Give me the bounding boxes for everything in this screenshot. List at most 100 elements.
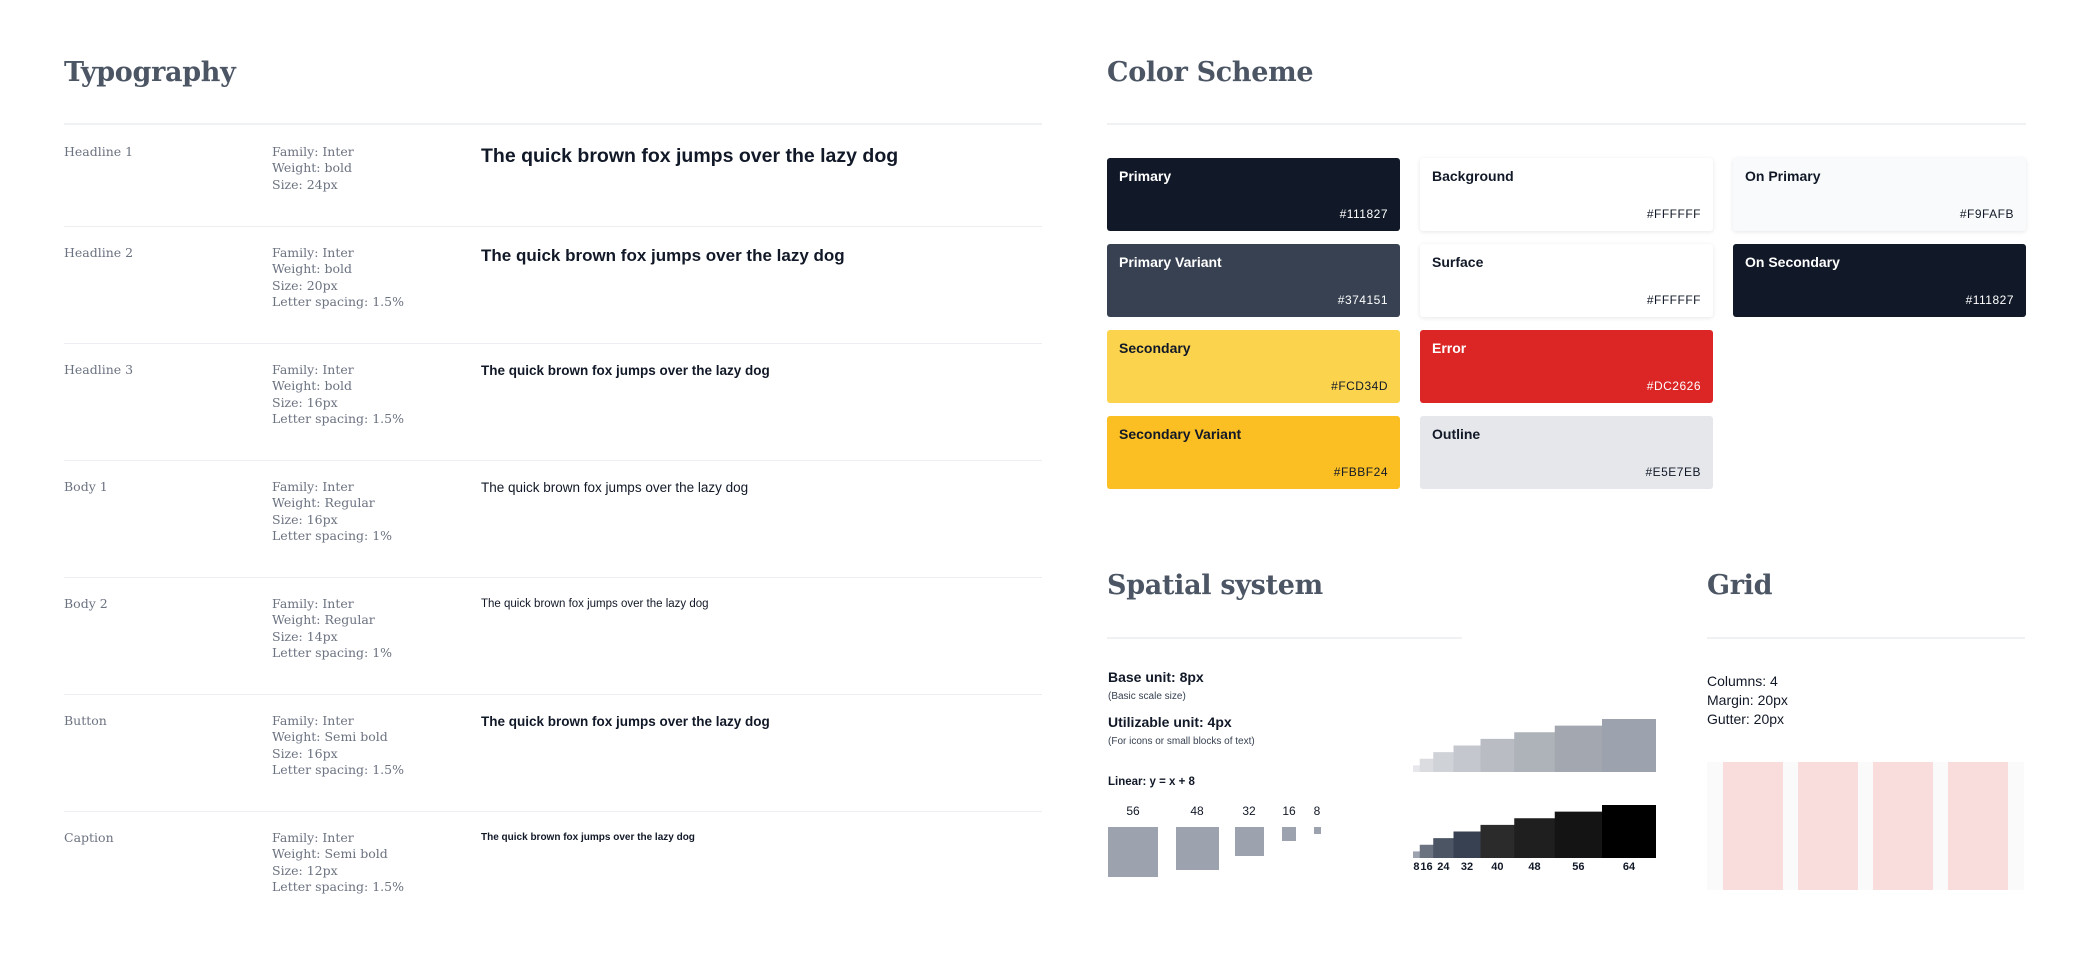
type-sample: The quick brown fox jumps over the lazy …	[481, 832, 695, 843]
spacing-square-16	[1282, 827, 1296, 841]
utilizable-unit-note: (For icons or small blocks of text)	[1108, 736, 1255, 747]
staircase-dark-step-32	[1453, 831, 1481, 858]
type-spec-line: Letter spacing: 1%	[272, 644, 393, 660]
color-swatch-primary: Primary #111827	[1107, 158, 1400, 231]
staircase-light-step-16	[1419, 758, 1434, 772]
type-spec-line: Size: 16px	[272, 394, 338, 410]
utilizable-unit-label: Utilizable unit: 4px	[1108, 714, 1232, 730]
swatch-name: Error	[1432, 340, 1467, 356]
grid-gutter: Gutter: 20px	[1707, 711, 1785, 727]
type-spec-line: Letter spacing: 1.5%	[272, 293, 404, 309]
type-style-name: Headline 2	[64, 245, 134, 260]
color-swatch-secondary: Secondary #FCD34D	[1107, 330, 1400, 403]
grid-columns: Columns: 4	[1707, 673, 1778, 689]
swatch-hex: #FFFFFF	[1646, 293, 1701, 307]
type-style-name: Headline 3	[64, 362, 134, 377]
swatch-name: On Secondary	[1745, 254, 1840, 270]
grid-column	[1798, 762, 1858, 890]
type-row-divider	[64, 226, 1042, 227]
spacing-staircase-light	[1413, 719, 1656, 772]
type-spec-line: Family: Inter	[272, 596, 354, 611]
type-spec-line: Family: Inter	[272, 245, 354, 260]
staircase-dark-step-8	[1413, 851, 1421, 858]
type-spec-line: Weight: Semi bold	[272, 846, 388, 862]
staircase-light-step-48	[1514, 732, 1556, 772]
type-sample: The quick brown fox jumps over the lazy …	[481, 363, 770, 378]
swatch-name: Primary	[1119, 168, 1172, 184]
type-spec-line: Size: 20px	[272, 277, 338, 293]
grid-column	[1948, 762, 2008, 890]
type-spec-line: Weight: Regular	[272, 495, 375, 511]
staircase-light-step-32	[1453, 745, 1481, 772]
type-spec-line: Weight: Regular	[272, 612, 375, 628]
staircase-label: 40	[1491, 861, 1504, 873]
grid-title: Grid	[1707, 570, 1773, 601]
spatial-title: Spatial system	[1107, 570, 1323, 601]
spacing-square-label: 8	[1313, 804, 1321, 818]
type-row-divider	[64, 811, 1042, 812]
type-spec-line: Size: 16px	[272, 511, 338, 527]
staircase-light-step-56	[1554, 725, 1603, 772]
staircase-dark-step-16	[1419, 844, 1434, 858]
type-style-name: Headline 1	[64, 144, 134, 159]
swatch-hex: #F9FAFB	[1959, 207, 2014, 221]
base-unit-label: Base unit: 8px	[1108, 669, 1204, 685]
staircase-light-step-8	[1413, 765, 1421, 772]
type-spec-line: Size: 16px	[272, 745, 338, 761]
staircase-light-step-40	[1480, 738, 1515, 772]
staircase-dark-step-40	[1480, 824, 1515, 858]
spacing-square-label: 48	[1190, 804, 1204, 818]
type-spec-line: Family: Inter	[272, 830, 354, 845]
type-spec-line: Size: 12px	[272, 862, 338, 878]
staircase-label: 8	[1413, 861, 1420, 873]
color-swatch-on-secondary: On Secondary #111827	[1733, 244, 2026, 317]
spacing-square-32	[1234, 827, 1264, 856]
swatch-name: Background	[1432, 168, 1514, 184]
staircase-dark-step-64	[1602, 805, 1656, 858]
type-spec-line: Letter spacing: 1%	[272, 527, 393, 543]
staircase-light-step-24	[1433, 752, 1454, 772]
swatch-hex: #111827	[1965, 293, 2014, 307]
type-specs: Family: Inter Weight: bold Size: 20px Lette…	[272, 245, 404, 310]
type-specs: Family: Inter Weight: bold Size: 16px Lette…	[272, 362, 404, 427]
color-swatch-secondary-variant: Secondary Variant #FBBF24	[1107, 416, 1400, 489]
spacing-square-label: 56	[1126, 804, 1140, 818]
color-swatch-background: Background #FFFFFF	[1420, 158, 1713, 231]
type-specs: Family: Inter Weight: Semi bold Size: 12px…	[272, 830, 404, 895]
type-spec-line: Letter spacing: 1.5%	[272, 878, 404, 894]
type-sample: The quick brown fox jumps over the lazy …	[481, 598, 709, 610]
staircase-label: 24	[1437, 861, 1450, 873]
type-sample: The quick brown fox jumps over the lazy …	[481, 480, 749, 495]
color-scheme-divider	[1107, 123, 2026, 125]
swatch-name: Secondary	[1119, 340, 1191, 356]
type-spec-line: Family: Inter	[272, 144, 354, 159]
type-specs: Family: Inter Weight: Regular Size: 16px Le…	[272, 479, 392, 544]
staircase-label: 16	[1420, 861, 1433, 873]
staircase-labels: 8 16 24 32 40 48 56 64	[1413, 861, 1656, 875]
color-scheme-title: Color Scheme	[1107, 57, 1314, 88]
staircase-dark-svg	[1413, 805, 1656, 858]
type-row-divider	[64, 460, 1042, 461]
type-sample: The quick brown fox jumps over the lazy …	[481, 714, 770, 729]
spacing-square-48	[1175, 827, 1219, 870]
spacing-square-8	[1313, 827, 1321, 834]
grid-preview	[1707, 762, 2024, 890]
base-unit-note: (Basic scale size)	[1108, 691, 1186, 702]
type-row-divider	[64, 694, 1042, 695]
type-spec-line: Family: Inter	[272, 713, 354, 728]
type-spec-line: Letter spacing: 1.5%	[272, 761, 404, 777]
swatch-name: Primary Variant	[1119, 254, 1222, 270]
type-style-name: Caption	[64, 830, 114, 845]
type-specs: Family: Inter Weight: Regular Size: 14px Le…	[272, 596, 392, 661]
color-swatch-error: Error #DC2626	[1420, 330, 1713, 403]
type-spec-line: Family: Inter	[272, 479, 354, 494]
color-swatch-primary-variant: Primary Variant #374151	[1107, 244, 1400, 317]
staircase-dark-step-48	[1514, 818, 1556, 858]
spacing-square-56	[1108, 827, 1158, 877]
staircase-label: 56	[1572, 861, 1585, 873]
swatch-hex: #FBBF24	[1333, 465, 1388, 479]
spatial-divider	[1107, 637, 1462, 639]
color-swatch-surface: Surface #FFFFFF	[1420, 244, 1713, 317]
type-spec-line: Letter spacing: 1.5%	[272, 410, 404, 426]
typography-title: Typography	[64, 57, 236, 88]
